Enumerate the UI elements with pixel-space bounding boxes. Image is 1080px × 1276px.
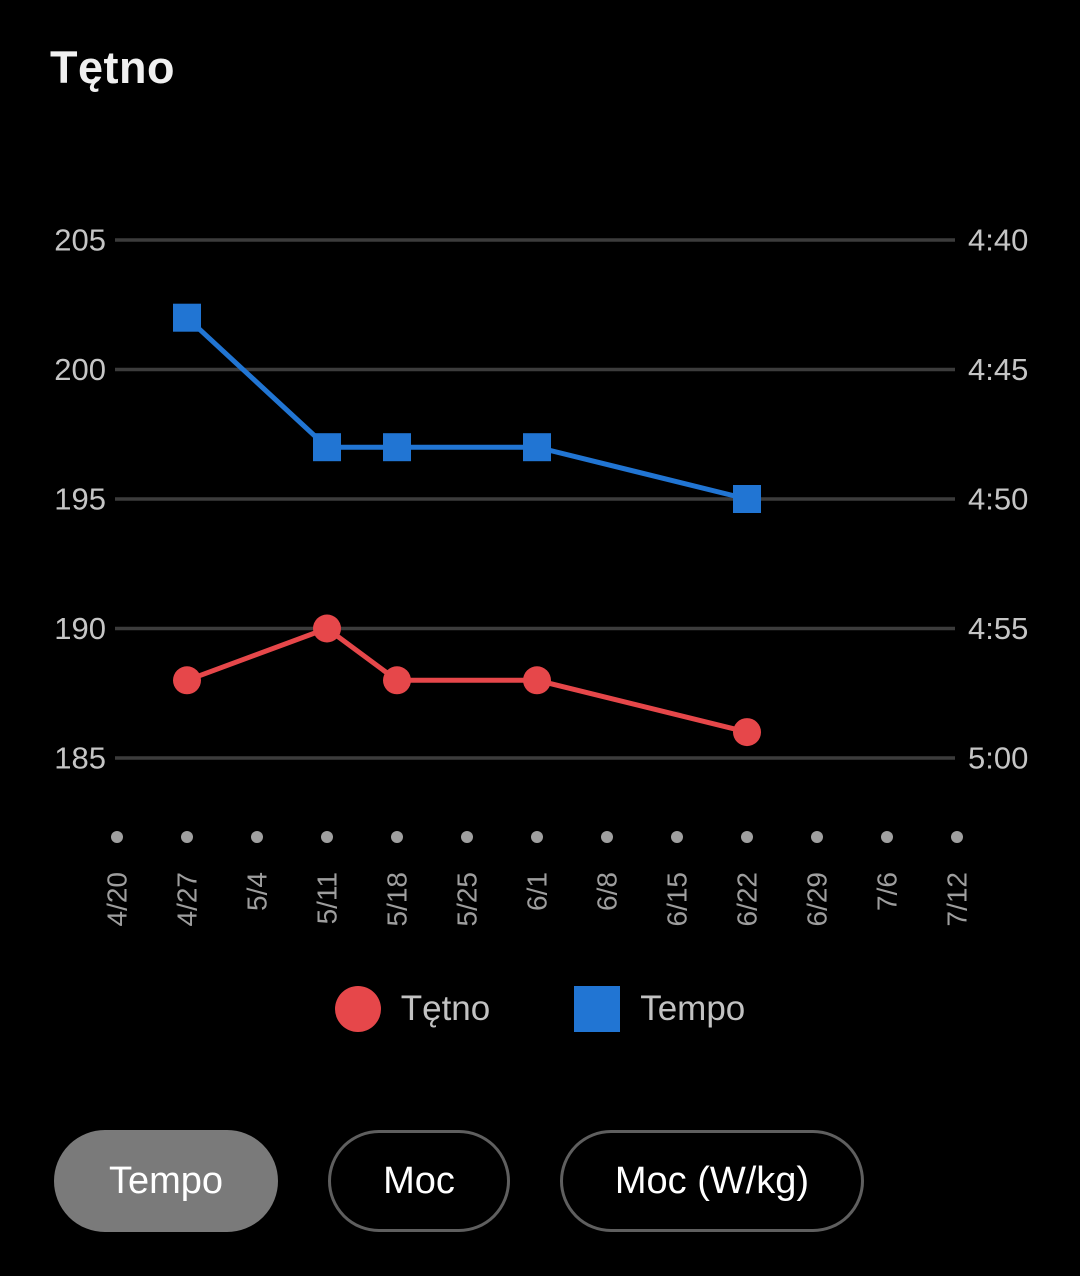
x-axis-label: 6/29 <box>802 872 833 927</box>
x-axis-label: 7/6 <box>872 872 903 911</box>
left-axis-tick: 195 <box>54 482 106 517</box>
data-point-tempo[interactable] <box>383 433 411 462</box>
left-axis-tick: 200 <box>54 352 106 387</box>
data-point-tempo[interactable] <box>173 303 201 332</box>
tab-moc-wkg[interactable]: Moc (W/kg) <box>559 1130 865 1232</box>
data-point-tętno[interactable] <box>313 614 341 643</box>
tab-tempo[interactable]: Tempo <box>54 1130 279 1232</box>
dual-axis-line-chart: 205 4:40 200 4:45 195 4:50 190 4:55 185 5:00 4/20 4… <box>54 223 1028 927</box>
chart-legend: Tętno Tempo <box>0 986 1080 1032</box>
tab-moc[interactable]: Moc <box>328 1130 510 1232</box>
x-axis-dot <box>741 831 753 843</box>
x-axis-label: 5/4 <box>242 872 273 911</box>
x-axis-label: 6/8 <box>592 872 623 911</box>
right-axis-tick: 4:45 <box>968 352 1028 387</box>
data-point-tempo[interactable] <box>733 485 761 513</box>
x-axis-label: 5/25 <box>452 872 483 927</box>
left-axis-tick: 185 <box>54 741 106 776</box>
x-axis-label: 7/12 <box>942 872 973 927</box>
tempo-square-marker-icon <box>574 986 621 1032</box>
data-point-tętno[interactable] <box>173 666 201 695</box>
x-axis-dot <box>951 831 963 843</box>
x-axis-dot <box>181 831 193 843</box>
legend-item-tetno: Tętno <box>334 986 491 1032</box>
x-axis-dot <box>321 831 333 843</box>
x-axis-dot <box>811 831 823 843</box>
x-axis-dot <box>531 831 543 843</box>
x-axis-label: 6/1 <box>522 872 553 911</box>
right-axis-tick: 4:40 <box>968 223 1028 258</box>
data-point-tętno[interactable] <box>523 666 551 695</box>
legend-item-tempo: Tempo <box>574 986 745 1032</box>
legend-label-tetno: Tętno <box>400 989 491 1028</box>
right-axis-tick: 4:50 <box>968 482 1028 517</box>
right-axis-tick: 5:00 <box>968 741 1028 776</box>
x-axis-label: 6/15 <box>662 872 693 927</box>
page-title: Tętno <box>50 42 175 93</box>
left-axis-tick: 205 <box>54 223 106 258</box>
x-axis-label: 4/20 <box>102 872 133 927</box>
x-axis-dot <box>111 831 123 843</box>
metric-toggle-group: Tempo Moc Moc (W/kg) <box>54 1130 865 1232</box>
x-axis-dot <box>461 831 473 843</box>
series-line-tempo <box>185 315 748 502</box>
x-axis-dot <box>671 831 683 843</box>
data-point-tętno[interactable] <box>383 666 411 695</box>
data-point-tętno[interactable] <box>733 718 761 747</box>
x-axis-label: 5/11 <box>312 872 343 924</box>
left-axis-tick: 190 <box>54 611 106 646</box>
x-axis-dot <box>391 831 403 843</box>
series-line-tętno <box>186 625 748 735</box>
right-axis-tick: 4:55 <box>968 611 1028 646</box>
x-axis-label: 6/22 <box>732 872 763 927</box>
x-axis-dot <box>601 831 613 843</box>
x-axis-dot <box>251 831 263 843</box>
x-axis-label: 5/18 <box>382 872 413 927</box>
x-axis-dot <box>881 831 893 843</box>
tetno-circle-marker-icon <box>334 986 381 1032</box>
data-point-tempo[interactable] <box>523 433 551 462</box>
x-axis-label: 4/27 <box>172 872 203 927</box>
legend-label-tempo: Tempo <box>640 989 746 1028</box>
data-point-tempo[interactable] <box>313 433 341 462</box>
